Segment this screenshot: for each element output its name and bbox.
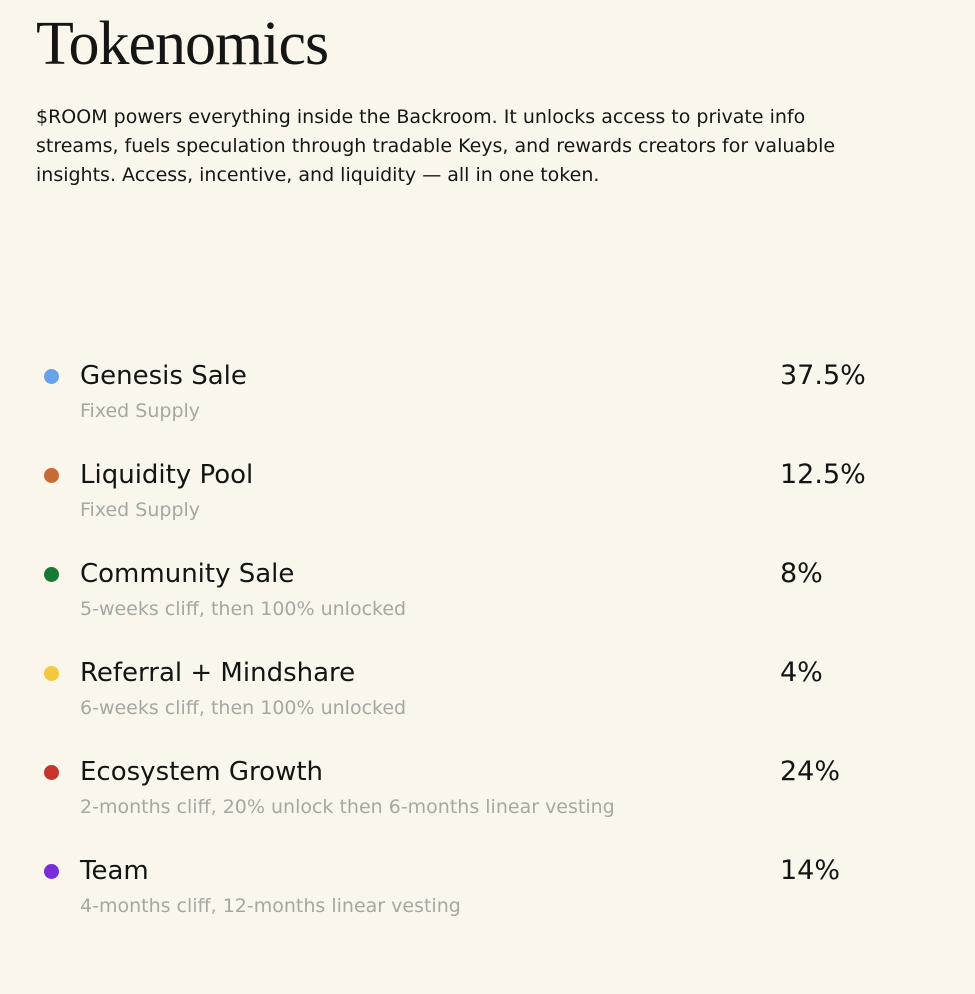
green-dot-icon: [44, 567, 59, 583]
allocation-detail: 4-months cliff, 12-months linear vesting: [80, 895, 461, 918]
allocation-name: Genesis Sale: [80, 361, 247, 392]
page-title: Tokenomics: [36, 10, 329, 78]
allocation-percent: 12.5%: [780, 459, 866, 491]
allocation-name: Referral + Mindshare: [80, 658, 356, 689]
purple-dot-icon: [44, 864, 59, 880]
allocation-row: Liquidity Pool Fixed Supply 12.5%: [36, 457, 939, 523]
allocation-detail: Fixed Supply: [80, 499, 201, 522]
orange-dot-icon: [44, 468, 59, 484]
tokenomics-section: Tokenomics $ROOM powers everything insid…: [36, 10, 939, 919]
allocation-percent: 37.5%: [780, 360, 866, 392]
allocation-name: Team: [80, 856, 149, 887]
allocation-name: Ecosystem Growth: [80, 757, 324, 788]
allocation-detail: Fixed Supply: [80, 400, 201, 423]
allocation-percent: 8%: [780, 558, 823, 590]
allocation-percent: 24%: [780, 756, 841, 788]
allocation-detail: 2-months cliff, 20% unlock then 6-months…: [80, 796, 615, 819]
allocation-name: Liquidity Pool: [80, 460, 254, 491]
allocation-detail: 5-weeks cliff, then 100% unlocked: [80, 598, 407, 621]
allocation-row: Team 4-months cliff, 12-months linear ve…: [36, 853, 939, 919]
page-description: $ROOM powers everything inside the Backr…: [36, 106, 836, 187]
yellow-dot-icon: [44, 666, 59, 682]
allocation-row: Referral + Mindshare 6-weeks cliff, then…: [36, 655, 939, 721]
blue-dot-icon: [44, 369, 59, 385]
allocation-list: Genesis Sale Fixed Supply 37.5% Liquidit…: [36, 358, 939, 919]
allocation-row: Community Sale 5-weeks cliff, then 100% …: [36, 556, 939, 622]
allocation-row: Genesis Sale Fixed Supply 37.5%: [36, 358, 939, 424]
allocation-detail: 6-weeks cliff, then 100% unlocked: [80, 697, 407, 720]
red-dot-icon: [44, 765, 59, 781]
allocation-name: Community Sale: [80, 559, 295, 590]
allocation-row: Ecosystem Growth 2-months cliff, 20% unl…: [36, 754, 939, 820]
allocation-percent: 4%: [780, 657, 823, 689]
allocation-percent: 14%: [780, 855, 841, 887]
